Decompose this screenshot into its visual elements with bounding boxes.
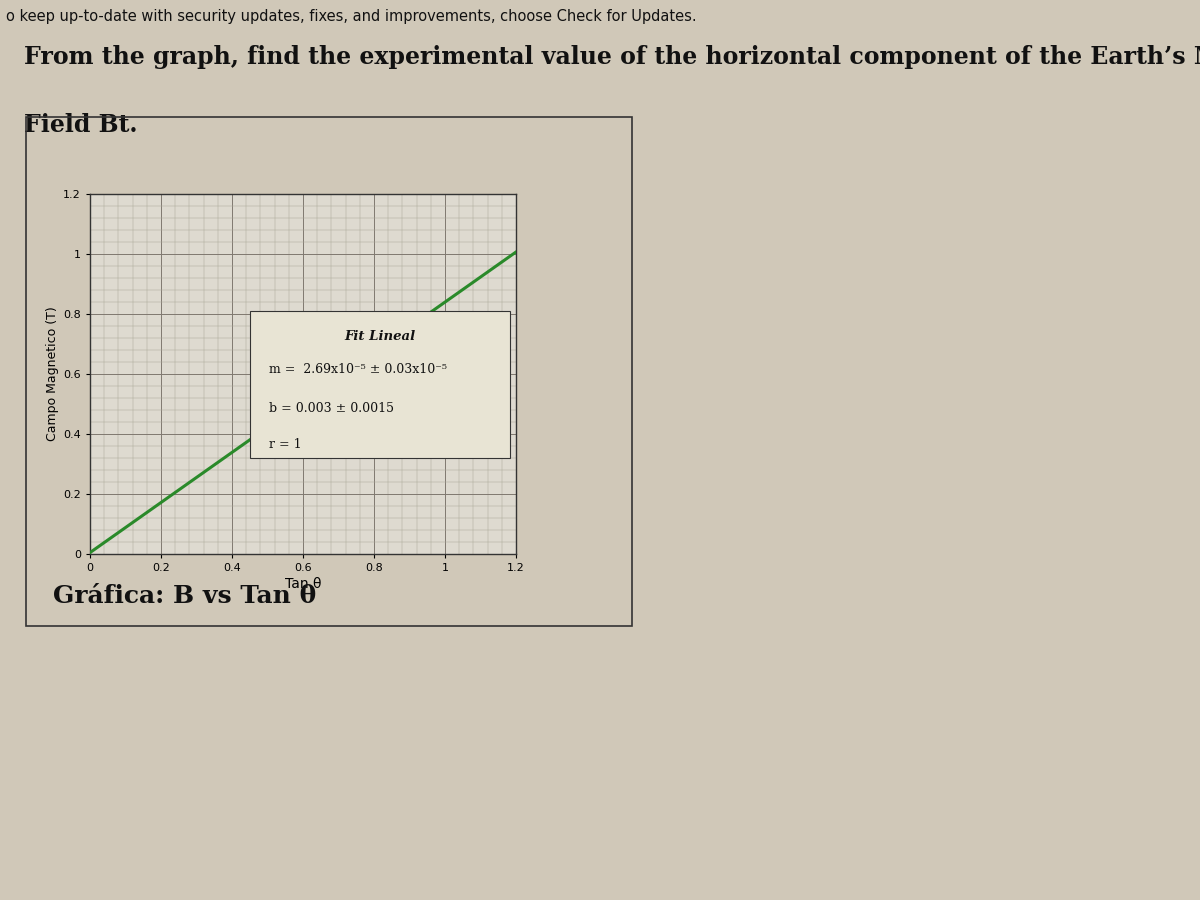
Y-axis label: Campo Magnetico (T): Campo Magnetico (T): [46, 306, 59, 441]
X-axis label: Tan θ: Tan θ: [284, 577, 322, 590]
Text: Field Bt.: Field Bt.: [24, 112, 138, 137]
Text: Fit Lineal: Fit Lineal: [344, 330, 415, 343]
Text: From the graph, find the experimental value of the horizontal component of the E: From the graph, find the experimental va…: [24, 45, 1200, 69]
Text: m =  2.69x10⁻⁵ ± 0.03x10⁻⁵: m = 2.69x10⁻⁵ ± 0.03x10⁻⁵: [269, 363, 446, 375]
Text: b = 0.003 ± 0.0015: b = 0.003 ± 0.0015: [269, 402, 394, 415]
Text: o keep up-to-date with security updates, fixes, and improvements, choose Check f: o keep up-to-date with security updates,…: [6, 9, 697, 24]
Text: r = 1: r = 1: [269, 438, 301, 451]
FancyBboxPatch shape: [250, 310, 510, 458]
Text: Gráfica: B vs Tan θ: Gráfica: B vs Tan θ: [53, 584, 316, 608]
